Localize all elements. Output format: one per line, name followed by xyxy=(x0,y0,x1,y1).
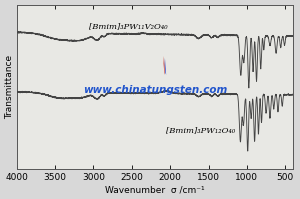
Polygon shape xyxy=(164,56,165,75)
Text: [Bmim]₃PW₁₂O₄₀: [Bmim]₃PW₁₂O₄₀ xyxy=(166,127,236,135)
Polygon shape xyxy=(165,58,166,75)
Text: [Bmim]₃PW₁₁V₂O₄₀: [Bmim]₃PW₁₁V₂O₄₀ xyxy=(88,23,167,31)
Y-axis label: Transmittance: Transmittance xyxy=(5,55,14,119)
Text: www.chinatungsten.com: www.chinatungsten.com xyxy=(83,85,227,95)
X-axis label: Wavenumber  σ /cm⁻¹: Wavenumber σ /cm⁻¹ xyxy=(105,185,205,194)
